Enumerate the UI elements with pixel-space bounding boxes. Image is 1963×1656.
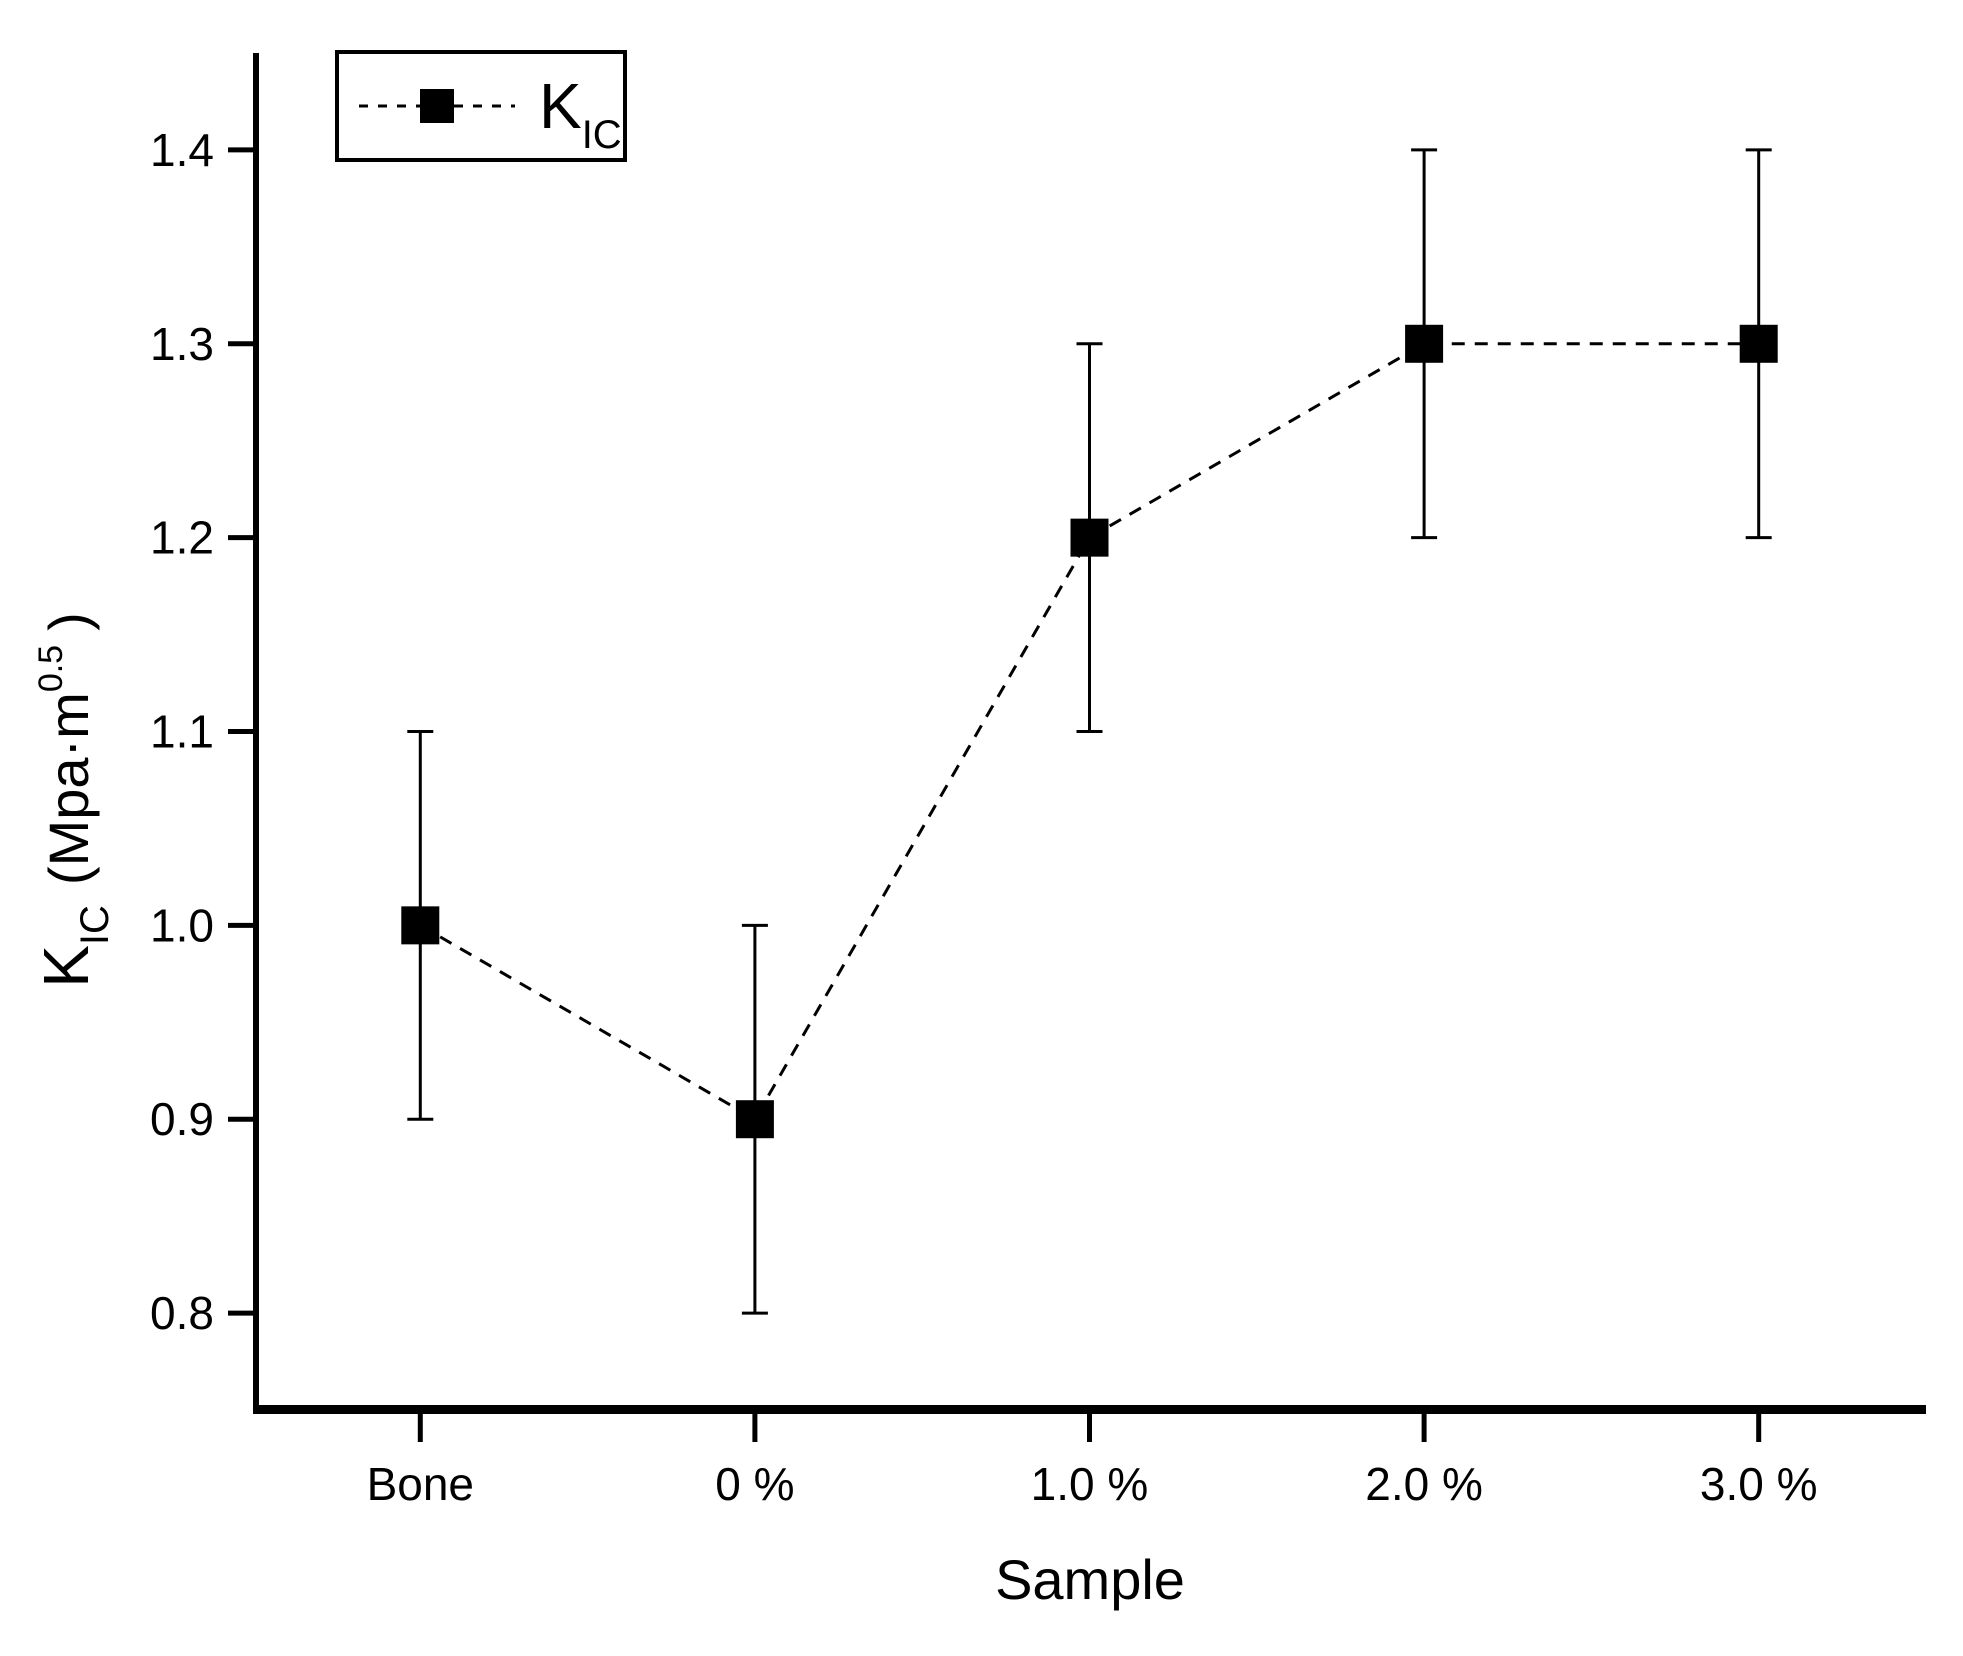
y-axis-symbol-sub: IC xyxy=(73,905,117,946)
y-tick-label: 1.0 xyxy=(150,899,214,951)
y-axis-label: KIC (Mpa·m0.5) xyxy=(30,612,117,988)
legend-symbol: K xyxy=(539,70,582,142)
y-axis-spine xyxy=(253,53,259,1414)
legend-key xyxy=(359,89,515,123)
legend-square-marker-icon xyxy=(420,89,454,123)
data-point-marker xyxy=(735,1100,774,1139)
y-axis-units-open: (Mpa·m xyxy=(37,692,100,886)
y-tick-label: 1.4 xyxy=(150,124,214,176)
y-axis-symbol: K xyxy=(30,945,102,988)
x-tick-label: 2.0 % xyxy=(1365,1458,1483,1510)
x-tick-label: 1.0 % xyxy=(1031,1458,1149,1510)
legend-symbol-sub: IC xyxy=(581,113,622,157)
y-tick-label: 0.8 xyxy=(150,1287,214,1339)
x-tick-label: Bone xyxy=(367,1458,474,1510)
legend-label: KIC xyxy=(539,74,622,155)
y-tick-label: 0.9 xyxy=(150,1093,214,1145)
series-line xyxy=(419,342,1759,1122)
x-axis-label: Sample xyxy=(995,1548,1185,1611)
data-point-marker xyxy=(1070,518,1109,557)
legend: KIC xyxy=(335,50,627,162)
y-tick-label: 1.2 xyxy=(150,512,214,564)
y-tick-label: 1.1 xyxy=(150,706,214,758)
x-tick-label: 0 % xyxy=(715,1458,794,1510)
x-axis-spine xyxy=(253,1405,1926,1414)
y-axis-units-exponent: 0.5 xyxy=(32,644,70,693)
y-axis-units-close: ) xyxy=(37,612,100,631)
data-point-marker xyxy=(401,906,440,945)
data-point-marker xyxy=(1739,324,1778,363)
x-tick-label: 3.0 % xyxy=(1700,1458,1818,1510)
y-axis-units: (Mpa·m0.5) xyxy=(32,612,100,886)
data-point-marker xyxy=(1405,324,1444,363)
y-tick-label: 1.3 xyxy=(150,318,214,370)
